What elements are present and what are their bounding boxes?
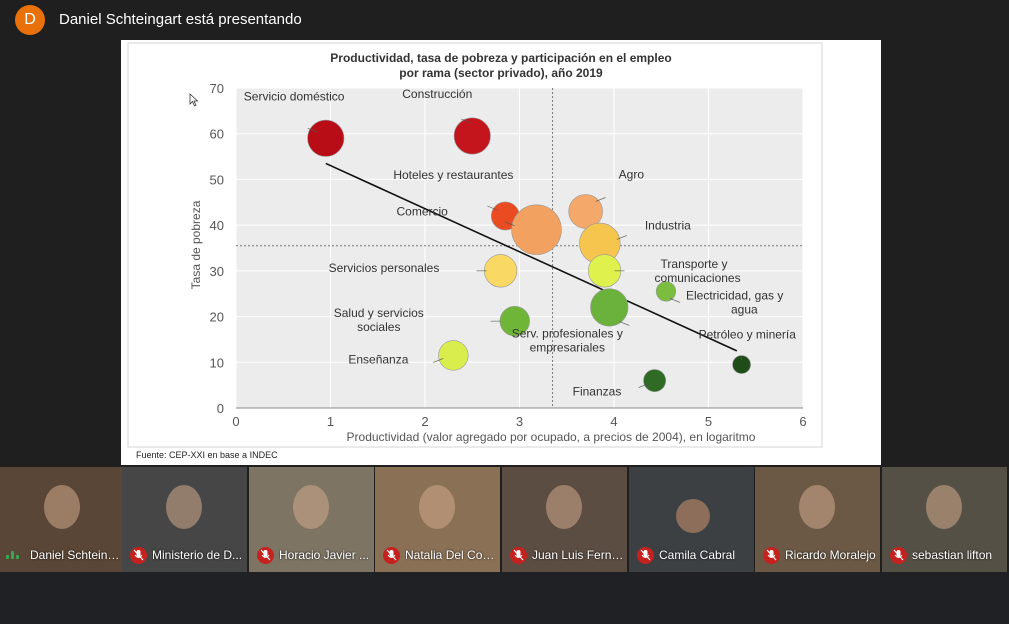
participant-avatar — [676, 499, 710, 533]
participant-name: Ministerio de D... — [152, 548, 243, 562]
y-tick-label: 50 — [210, 172, 224, 187]
participant-name: sebastian lifton — [912, 548, 993, 562]
point-label: Comercio — [397, 205, 449, 219]
bubble-point — [307, 119, 345, 157]
participant-avatar — [799, 485, 835, 529]
chart-frame — [127, 42, 823, 448]
point-label: Enseñanza — [348, 352, 408, 366]
participant-tile[interactable]: Juan Luis Ferna... — [502, 467, 627, 572]
point-label: Petróleo y minería — [699, 328, 797, 342]
participant-name: Horacio Javier ... — [279, 548, 370, 562]
participant-tile[interactable]: sebastian lifton — [882, 467, 1007, 572]
label-leader — [616, 235, 627, 240]
participant-avatar — [419, 485, 455, 529]
y-tick-label: 70 — [210, 81, 224, 96]
chart-title-line-2: por rama (sector privado), año 2019 — [399, 66, 603, 80]
participant-avatar — [293, 485, 329, 529]
bubble-point — [732, 355, 751, 374]
x-tick-label: 5 — [705, 414, 712, 429]
presenter-bar: D Daniel Schteingart está presentando — [0, 0, 1009, 38]
point-label: comunicaciones — [655, 271, 741, 285]
participant-name: Ricardo Moralejo — [785, 548, 876, 562]
presented-slide: Productividad, tasa de pobreza y partici… — [121, 40, 881, 465]
x-tick-label: 4 — [610, 414, 617, 429]
point-label: Serv. profesionales y — [512, 326, 623, 340]
x-axis-label: Productividad (valor agregado por ocupad… — [347, 430, 756, 444]
point-label: empresariales — [530, 340, 605, 354]
label-leader — [487, 205, 498, 211]
chart-title-line-1: Productividad, tasa de pobreza y partici… — [330, 51, 671, 65]
chart-source: Fuente: CEP-XXI en base a INDEC — [136, 450, 278, 460]
y-tick-label: 30 — [210, 264, 224, 279]
mic-muted-icon — [383, 547, 400, 564]
point-label: Finanzas — [573, 385, 622, 399]
bubble-point — [643, 369, 667, 392]
bubble-point — [511, 204, 562, 255]
speaking-indicator-icon — [6, 551, 22, 559]
participant-strip: Daniel Schteing... Ministerio de D... Hora… — [0, 467, 1009, 572]
y-tick-label: 40 — [210, 218, 224, 233]
label-leader — [461, 118, 472, 124]
x-tick-label: 6 — [799, 414, 806, 429]
participant-tile[interactable]: Camila Cabral — [629, 467, 754, 572]
participant-name: Camila Cabral — [659, 548, 736, 562]
point-label: Hoteles y restaurantes — [393, 168, 513, 182]
y-axis-label: Tasa de pobreza — [189, 200, 203, 289]
bottom-bar — [0, 572, 1009, 624]
participant-avatar — [546, 485, 582, 529]
point-label: Transporte y — [661, 257, 728, 271]
mic-muted-icon — [257, 547, 274, 564]
participant-tile[interactable]: Horacio Javier ... — [249, 467, 374, 572]
mic-muted-icon — [510, 547, 527, 564]
trend-line — [325, 162, 738, 352]
label-leader — [433, 358, 444, 363]
point-label: Salud y servicios — [334, 306, 424, 320]
presenter-status: Daniel Schteingart está presentando — [59, 11, 302, 28]
mic-muted-icon — [763, 547, 780, 564]
participant-name: Daniel Schteing... — [30, 548, 123, 562]
participant-tile[interactable]: Daniel Schteing... — [0, 467, 125, 572]
bubble-point — [484, 254, 518, 288]
point-label: Electricidad, gas y — [686, 288, 783, 302]
point-label: Agro — [619, 167, 645, 181]
presenter-avatar: D — [15, 5, 45, 35]
label-leader — [504, 221, 515, 226]
mic-muted-icon — [130, 547, 147, 564]
participant-name: Juan Luis Ferna... — [532, 548, 625, 562]
point-label: Servicio doméstico — [244, 89, 345, 103]
y-tick-label: 10 — [210, 355, 224, 370]
bubble-point — [655, 281, 677, 302]
mic-muted-icon — [637, 547, 654, 564]
y-tick-label: 60 — [210, 127, 224, 142]
y-tick-label: 0 — [217, 401, 224, 416]
label-leader — [669, 298, 681, 303]
x-tick-label: 2 — [421, 414, 428, 429]
x-tick-label: 3 — [516, 414, 523, 429]
bubble-point — [590, 288, 629, 327]
point-label: Construcción — [402, 87, 472, 101]
point-label: sociales — [357, 320, 400, 334]
bubble-point — [453, 117, 491, 155]
scatter-chart: Productividad, tasa de pobreza y partici… — [127, 42, 823, 460]
point-label: Industria — [645, 218, 691, 232]
label-leader — [619, 321, 630, 326]
y-tick-label: 20 — [210, 310, 224, 325]
label-leader — [307, 128, 318, 133]
label-leader — [638, 383, 649, 388]
point-label: agua — [731, 302, 758, 316]
participant-name: Natalia Del Cogl... — [405, 548, 498, 562]
x-tick-label: 0 — [232, 414, 239, 429]
participant-avatar — [44, 485, 80, 529]
x-tick-label: 1 — [327, 414, 334, 429]
participant-avatar — [166, 485, 202, 529]
participant-tile[interactable]: Natalia Del Cogl... — [375, 467, 500, 572]
mouse-cursor-icon — [189, 93, 199, 107]
mic-muted-icon — [890, 547, 907, 564]
participant-tile[interactable]: Ministerio de D... — [122, 467, 247, 572]
participant-avatar — [926, 485, 962, 529]
point-label: Servicios personales — [329, 261, 440, 275]
label-leader — [595, 197, 606, 202]
participant-tile[interactable]: Ricardo Moralejo — [755, 467, 880, 572]
bubble-point — [438, 340, 469, 371]
